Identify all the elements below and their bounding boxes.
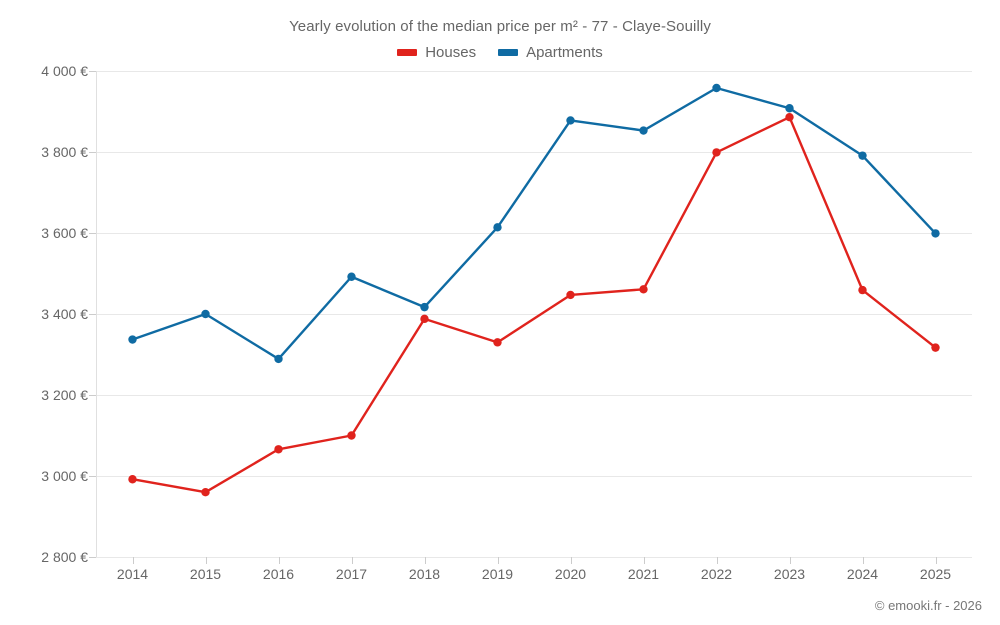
- x-axis-tick-label: 2017: [335, 566, 368, 582]
- gridline: [96, 395, 972, 396]
- data-point-houses-2017[interactable]: [347, 431, 356, 440]
- x-axis-tick-mark: [132, 557, 134, 564]
- data-point-houses-2022[interactable]: [712, 148, 721, 157]
- y-axis-tick-label: 3 200 €: [41, 387, 88, 403]
- x-axis-tick-label: 2014: [116, 566, 149, 582]
- data-point-houses-2018[interactable]: [420, 314, 429, 324]
- x-axis-tick-mark: [643, 557, 645, 564]
- data-point-apartments-2022[interactable]: [712, 83, 721, 93]
- x-axis-tick-mark: [351, 557, 353, 564]
- y-axis-tick-label: 2 800 €: [41, 549, 88, 565]
- chart-title: Yearly evolution of the median price per…: [289, 18, 711, 35]
- legend-item-houses[interactable]: Houses: [397, 44, 476, 61]
- x-axis-tick-mark: [278, 557, 280, 564]
- y-axis-tick-label: 3 600 €: [41, 225, 88, 241]
- legend-swatch-houses: [397, 49, 418, 56]
- data-point-houses-2019[interactable]: [493, 338, 502, 347]
- x-axis-tick-mark: [497, 557, 499, 564]
- data-point-apartments-2025[interactable]: [931, 229, 940, 238]
- y-axis-tick-mark: [89, 71, 96, 72]
- y-axis-tick-label: 3 000 €: [41, 468, 88, 484]
- x-axis-tick-mark: [789, 557, 791, 564]
- y-axis-tick-mark: [89, 152, 96, 153]
- x-axis-tick-mark: [424, 557, 426, 564]
- legend-item-apartments[interactable]: Apartments: [498, 44, 603, 61]
- x-axis-tick-label: 2021: [627, 566, 660, 582]
- plot-gridlines: [96, 71, 972, 558]
- data-point-houses-2015[interactable]: [201, 488, 210, 497]
- x-axis-tick-label: 2025: [919, 566, 952, 582]
- data-point-houses-2023[interactable]: [785, 112, 794, 122]
- x-axis-tick-label: 2018: [408, 566, 441, 582]
- gridline: [96, 152, 972, 153]
- data-point-apartments-2017[interactable]: [347, 272, 356, 281]
- gridline: [96, 476, 972, 477]
- data-point-apartments-2024[interactable]: [858, 151, 867, 160]
- x-axis-tick-mark: [862, 557, 864, 564]
- legend-label-apartments: Apartments: [526, 44, 603, 61]
- data-point-apartments-2021[interactable]: [639, 126, 648, 135]
- y-axis-tick-mark: [89, 314, 96, 315]
- data-point-apartments-2018[interactable]: [420, 302, 429, 312]
- data-point-houses-2025[interactable]: [931, 343, 940, 352]
- y-axis-line: [96, 71, 97, 557]
- data-point-apartments-2023[interactable]: [785, 104, 794, 113]
- y-axis-tick-label: 4 000 €: [41, 63, 88, 79]
- data-point-apartments-2016[interactable]: [274, 354, 283, 364]
- y-axis-tick-mark: [89, 395, 96, 396]
- x-axis-tick-label: 2024: [846, 566, 879, 582]
- footer-credit: © emooki.fr - 2026: [874, 598, 982, 613]
- gridline: [96, 314, 972, 315]
- x-axis-tick-label: 2020: [554, 566, 587, 582]
- x-axis-tick-mark: [570, 557, 572, 564]
- gridline: [96, 233, 972, 234]
- y-axis-tick-mark: [89, 233, 96, 234]
- y-axis-tick-label: 3 800 €: [41, 144, 88, 160]
- series-line-apartments: [131, 86, 937, 361]
- y-axis-tick-mark: [89, 557, 96, 558]
- x-axis-tick-mark: [935, 557, 937, 564]
- data-point-apartments-2014[interactable]: [128, 335, 137, 344]
- x-axis-tick-mark: [716, 557, 718, 564]
- x-axis-tick-label: 2023: [773, 566, 806, 582]
- legend-swatch-apartments: [498, 49, 519, 56]
- x-axis-tick-label: 2019: [481, 566, 514, 582]
- data-point-houses-2014[interactable]: [128, 475, 137, 484]
- data-point-houses-2016[interactable]: [274, 445, 283, 454]
- x-axis-tick-mark: [205, 557, 207, 564]
- data-point-apartments-2020[interactable]: [566, 116, 575, 125]
- legend-label-houses: Houses: [425, 44, 477, 61]
- y-axis-tick-mark: [89, 476, 96, 477]
- series-line-houses: [131, 115, 937, 494]
- gridline: [96, 557, 972, 558]
- x-axis-tick-label: 2022: [700, 566, 733, 582]
- data-point-apartments-2015[interactable]: [201, 309, 210, 319]
- y-axis-tick-label: 3 400 €: [41, 306, 88, 322]
- gridline: [96, 71, 972, 72]
- data-point-houses-2020[interactable]: [566, 290, 575, 300]
- data-point-apartments-2019[interactable]: [493, 223, 502, 232]
- x-axis-tick-label: 2016: [262, 566, 295, 582]
- data-point-houses-2021[interactable]: [639, 285, 648, 294]
- x-axis-tick-label: 2015: [189, 566, 222, 582]
- data-point-houses-2024[interactable]: [858, 285, 867, 295]
- chart-legend: Houses Apartments: [0, 44, 1000, 61]
